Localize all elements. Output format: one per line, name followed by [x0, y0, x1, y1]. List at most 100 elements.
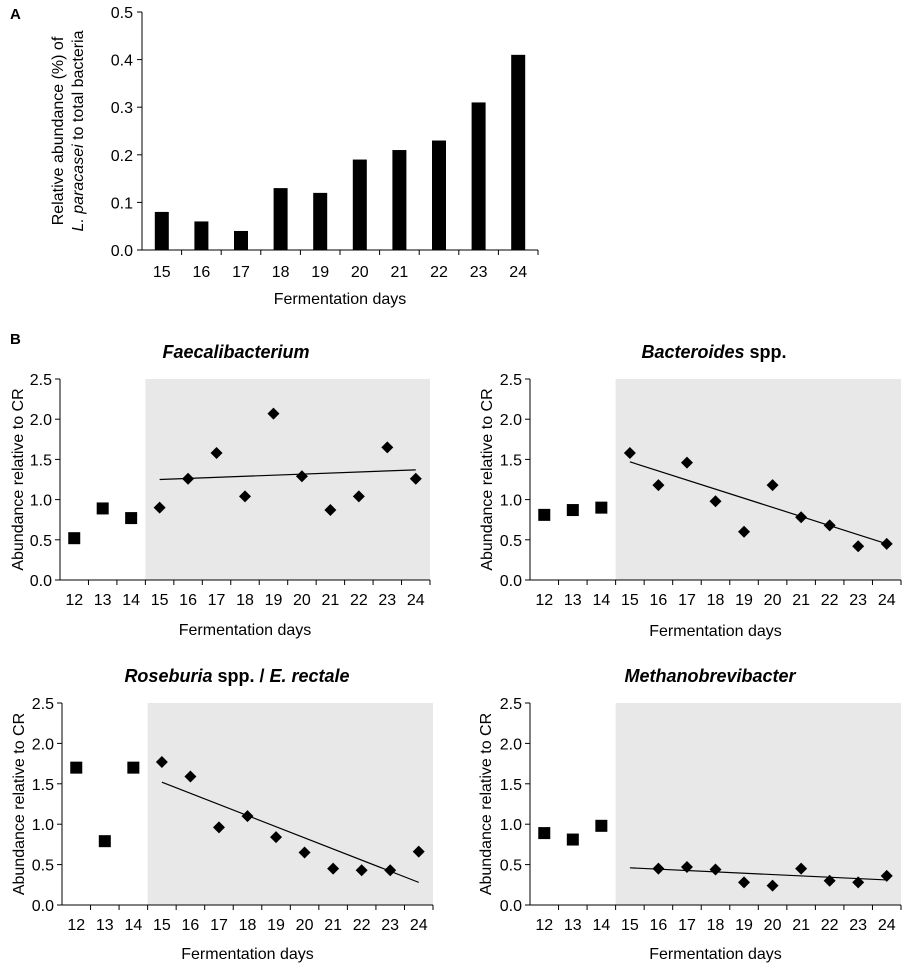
chart-methanobrevibacter-x-label: Fermentation days: [649, 946, 782, 963]
chart-roseburia-x-tick-label: 15: [153, 917, 171, 934]
chart-roseburia-y-tick-label: 2.5: [32, 696, 54, 713]
chart-faecalibacterium-diamond-point-22: [352, 490, 365, 503]
chart-roseburia-diamond-point-18: [241, 810, 254, 823]
chart-a-bar-22: [432, 140, 446, 250]
chart-bacteroides-x-tick-label: 14: [592, 592, 610, 609]
chart-bacteroides-y-tick-label: 2.5: [500, 372, 522, 389]
chart-methanobrevibacter-x-tick-label: 20: [764, 917, 782, 934]
chart-roseburia-x-tick-label: 22: [353, 917, 371, 934]
chart-roseburia-diamond-point-17: [212, 821, 225, 834]
chart-faecalibacterium-title: Faecalibacterium: [162, 342, 309, 362]
chart-methanobrevibacter-diamond-point-22: [823, 874, 836, 887]
chart-methanobrevibacter-x-tick-label: 21: [792, 917, 810, 934]
chart-a-x-tick-label: 22: [430, 264, 448, 281]
chart-a-y-tick-label: 0.3: [111, 100, 133, 117]
chart-faecalibacterium: 0.0 0.5 1.0 1.5 2.0 2.5 12 13 14 15 16 17 18 19 20 21 22…: [10, 342, 431, 639]
chart-bacteroides-diamond-point-15: [623, 446, 636, 459]
chart-a-y-tick-label: 0.1: [111, 195, 133, 212]
chart-a-bar-23: [471, 102, 486, 250]
chart-roseburia-diamond-point-22: [355, 864, 368, 877]
chart-methanobrevibacter-shaded-region: [615, 703, 901, 905]
chart-roseburia-x-tick-label: 16: [182, 917, 200, 934]
chart-bacteroides-square-point-12: [538, 508, 551, 521]
chart-a-y-label-rest: to total bacteria: [70, 30, 87, 144]
chart-roseburia-diamond-point-24: [412, 845, 425, 858]
chart-bacteroides-diamond-point-24: [880, 537, 893, 550]
chart-bacteroides-y-tick-label: 2.0: [500, 412, 522, 429]
chart-a: 0.0 0.1 0.2 0.3 0.4 0.5 15 16 17 18 19 20 21 22 23 24 Fe…: [50, 5, 539, 308]
chart-a-y-label-species: L. paracasei: [70, 144, 87, 232]
chart-methanobrevibacter-y-tick-label: 0.0: [500, 898, 522, 915]
chart-roseburia-trendline: [161, 781, 419, 883]
chart-methanobrevibacter-diamond-point-18: [709, 863, 722, 876]
chart-roseburia: 0.0 0.5 1.0 1.5 2.0 2.5 12 13 14 15 16 17 18 19 20 21 22…: [11, 666, 434, 963]
chart-methanobrevibacter-x-tick-label: 16: [650, 917, 668, 934]
chart-a-x-tick-label: 20: [351, 264, 369, 281]
chart-methanobrevibacter-x-tick-label: 13: [564, 917, 582, 934]
chart-methanobrevibacter-y-tick-label: 2.0: [500, 736, 522, 753]
chart-roseburia-diamond-point-15: [155, 755, 168, 768]
chart-methanobrevibacter-x-tick-label: 23: [849, 917, 867, 934]
chart-methanobrevibacter-x-tick-label: 18: [707, 917, 725, 934]
chart-roseburia-title-italic2: E. rectale: [269, 666, 349, 686]
chart-methanobrevibacter-y-label: Abundance relative to CR: [478, 713, 495, 895]
chart-faecalibacterium-x-label: Fermentation days: [179, 622, 312, 639]
chart-a-bar-21: [392, 150, 407, 250]
chart-faecalibacterium-diamond-point-17: [210, 446, 223, 459]
chart-methanobrevibacter-x-tick-label: 22: [821, 917, 839, 934]
chart-methanobrevibacter-diamond-point-17: [680, 861, 693, 874]
chart-bacteroides-title-rest: spp.: [745, 342, 787, 362]
chart-methanobrevibacter-x-tick-label: 12: [535, 917, 553, 934]
chart-roseburia-x-label: Fermentation days: [181, 946, 314, 963]
chart-roseburia-x-tick-label: 17: [210, 917, 228, 934]
chart-roseburia-title: Roseburia spp. / E. rectale: [124, 666, 349, 686]
chart-roseburia-diamond-point-20: [298, 846, 311, 859]
chart-a-bar-24: [511, 54, 526, 251]
chart-bacteroides-diamond-point-17: [680, 456, 693, 469]
chart-bacteroides-x-tick-label: 22: [821, 592, 839, 609]
chart-bacteroides-diamond-point-20: [766, 479, 779, 492]
chart-methanobrevibacter-y-tick-label: 2.5: [500, 696, 522, 713]
chart-faecalibacterium-diamond-point-24: [409, 472, 422, 485]
chart-faecalibacterium-diamond-point-23: [381, 441, 394, 454]
chart-methanobrevibacter-title: Methanobrevibacter: [624, 666, 796, 686]
chart-methanobrevibacter-x-tick-label: 15: [621, 917, 639, 934]
chart-bacteroides-y-tick-label: 0.5: [500, 533, 522, 550]
chart-faecalibacterium-x-tick-label: 18: [236, 592, 254, 609]
chart-faecalibacterium-diamond-point-20: [295, 470, 308, 483]
chart-roseburia-y-label: Abundance relative to CR: [11, 713, 28, 895]
chart-a-x-tick-label: 15: [153, 264, 171, 281]
chart-methanobrevibacter-diamond-point-24: [880, 869, 893, 882]
chart-methanobrevibacter-y-tick-label: 1.0: [500, 817, 522, 834]
chart-roseburia-y-tick-label: 1.0: [32, 817, 54, 834]
chart-a-x-label: Fermentation days: [274, 291, 407, 308]
chart-bacteroides-trendline: [629, 461, 887, 545]
panel-label-b: B: [10, 331, 21, 348]
chart-faecalibacterium-square-point-12: [68, 532, 81, 545]
chart-roseburia-x-tick-label: 20: [296, 917, 314, 934]
chart-roseburia-diamond-point-16: [184, 770, 197, 783]
chart-faecalibacterium-x-tick-label: 20: [293, 592, 311, 609]
chart-faecalibacterium-x-tick-label: 13: [94, 592, 112, 609]
chart-a-y-tick-label: 0.0: [111, 243, 133, 260]
chart-a-x-tick-label: 21: [391, 264, 409, 281]
chart-faecalibacterium-square-point-13: [96, 502, 109, 515]
chart-bacteroides-x-tick-label: 12: [535, 592, 553, 609]
chart-roseburia-x-tick-label: 12: [67, 917, 85, 934]
chart-bacteroides-y-tick-label: 1.0: [500, 493, 522, 510]
panel-label-a: A: [10, 6, 21, 23]
chart-a-x-tick-label: 16: [193, 264, 211, 281]
chart-methanobrevibacter-x-tick-label: 14: [592, 917, 610, 934]
chart-roseburia-y-tick-label: 0.5: [32, 858, 54, 875]
chart-a-y-tick-label: 0.5: [111, 5, 133, 22]
chart-roseburia-square-point-12: [70, 761, 83, 774]
chart-methanobrevibacter-diamond-point-20: [766, 879, 779, 892]
chart-roseburia-diamond-point-19: [270, 831, 283, 844]
chart-bacteroides-x-label: Fermentation days: [649, 623, 782, 640]
chart-faecalibacterium-diamond-point-15: [153, 501, 166, 514]
chart-a-bar-18: [273, 188, 288, 250]
chart-bacteroides: 0.0 0.5 1.0 1.5 2.0 2.5 12 13 14 15 16 17 18 19 20 21 22…: [479, 342, 902, 640]
chart-a-y-tick-label: 0.2: [111, 148, 133, 165]
chart-methanobrevibacter-x-tick-label: 19: [735, 917, 753, 934]
chart-faecalibacterium-x-tick-label: 14: [122, 592, 140, 609]
